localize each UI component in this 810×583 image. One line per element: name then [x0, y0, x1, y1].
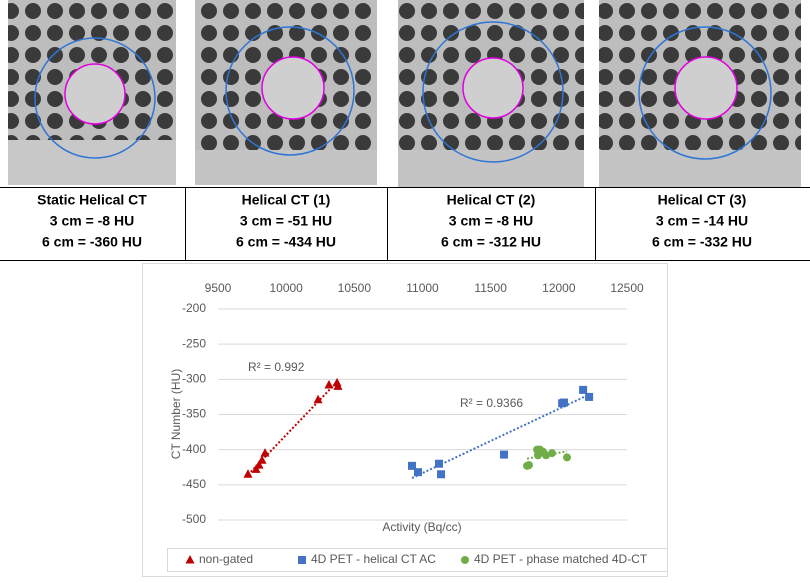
point	[461, 556, 469, 564]
ct-image	[599, 0, 801, 188]
point	[524, 461, 533, 470]
point	[408, 461, 417, 470]
caption-line: 6 cm = -434 HU	[236, 234, 336, 250]
caption-line: Helical CT (3)	[658, 192, 747, 208]
point	[585, 392, 594, 401]
x-axis-title: Activity (Bq/cc)	[382, 520, 461, 534]
point	[560, 398, 569, 407]
point	[500, 450, 509, 459]
x-tick-label: 11000	[406, 281, 439, 295]
point	[257, 455, 267, 464]
y-tick-label: -350	[182, 407, 206, 421]
y-tick-label: -500	[182, 512, 206, 526]
point	[333, 381, 343, 390]
point	[437, 470, 446, 479]
point	[185, 555, 195, 564]
x-tick-label: 9500	[205, 281, 232, 295]
y-tick-label: -450	[182, 477, 206, 491]
point	[298, 556, 306, 564]
caption-line: 6 cm = -332 HU	[652, 234, 752, 250]
caption-line: 6 cm = -360 HU	[42, 234, 142, 250]
point	[563, 453, 572, 462]
point	[579, 385, 588, 394]
y-tick-label: -250	[182, 336, 206, 350]
point	[243, 469, 253, 478]
legend-label: 4D PET - helical CT AC	[311, 552, 436, 566]
series	[408, 385, 594, 479]
annotation: R² = 0.9366	[460, 396, 523, 410]
caption-line: 3 cm = -8 HU	[449, 213, 533, 229]
point	[434, 459, 443, 468]
y-tick-label: -200	[182, 301, 206, 315]
x-tick-label: 12500	[610, 281, 644, 295]
caption-line: Helical CT (1)	[242, 192, 331, 208]
y-tick-label: -400	[182, 442, 206, 456]
point	[548, 449, 557, 458]
x-tick-label: 11500	[474, 281, 507, 295]
point	[260, 448, 270, 457]
caption-line: Helical CT (2)	[447, 192, 536, 208]
series	[523, 445, 572, 470]
ct-image	[398, 0, 584, 188]
legend-label: 4D PET - phase matched 4D-CT	[474, 552, 648, 566]
caption-line: 3 cm = -14 HU	[656, 213, 748, 229]
legend-label: non-gated	[199, 552, 253, 566]
caption-line: 6 cm = -312 HU	[441, 234, 541, 250]
caption-line: 3 cm = -8 HU	[50, 213, 134, 229]
x-tick-label: 12000	[542, 281, 576, 295]
table-borders	[0, 187, 810, 577]
ct-image	[8, 0, 176, 185]
caption-line: 3 cm = -51 HU	[240, 213, 332, 229]
legend-box	[167, 548, 668, 572]
x-tick-label: 10000	[269, 281, 303, 295]
point	[254, 460, 264, 469]
caption-line: Static Helical CT	[37, 192, 147, 208]
y-axis-title: CT Number (HU)	[169, 369, 183, 459]
point	[313, 394, 323, 404]
point	[324, 379, 334, 389]
series	[243, 377, 343, 478]
y-tick-label: -300	[182, 372, 206, 386]
point	[414, 468, 423, 477]
x-tick-label: 10500	[338, 281, 372, 295]
ct-image	[195, 0, 377, 185]
annotation: R² = 0.992	[248, 360, 305, 374]
image-row	[8, 0, 801, 188]
point	[542, 451, 551, 460]
